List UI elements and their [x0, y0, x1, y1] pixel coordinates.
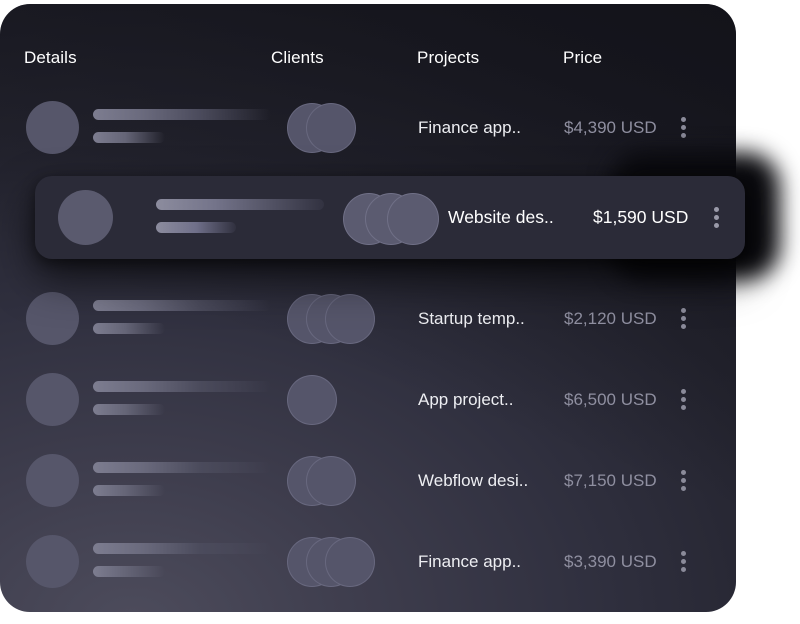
table-row[interactable]: Finance app.. $3,390 USD — [0, 521, 736, 602]
project-price: $4,390 USD — [564, 118, 657, 137]
skeleton-bar-secondary — [93, 485, 165, 496]
three-dots-vertical-icon[interactable] — [681, 470, 686, 491]
three-dots-vertical-icon[interactable] — [681, 308, 686, 329]
project-price: $3,390 USD — [564, 552, 657, 571]
table-row[interactable]: Webflow desi.. $7,150 USD — [0, 440, 736, 521]
skeleton-bar-primary — [93, 543, 271, 554]
column-header-clients[interactable]: Clients — [271, 48, 324, 67]
skeleton-bar-primary — [93, 300, 271, 311]
table-row[interactable]: Startup temp.. $2,120 USD — [0, 278, 736, 359]
client-avatar — [387, 193, 439, 245]
table-row-highlighted[interactable]: Website des.. $1,590 USD — [35, 176, 745, 259]
project-name: Webflow desi.. — [418, 471, 529, 490]
skeleton-bar-secondary — [93, 132, 165, 143]
table-header-row: Details Clients Projects Price — [0, 42, 736, 74]
details-placeholder — [93, 300, 353, 338]
project-price: $1,590 USD — [593, 207, 689, 227]
three-dots-vertical-icon[interactable] — [681, 551, 686, 572]
details-placeholder — [93, 543, 353, 581]
project-name: Finance app.. — [418, 552, 522, 571]
table-row[interactable]: Finance app.. $4,390 USD — [0, 87, 736, 168]
project-price: $7,150 USD — [564, 471, 657, 490]
column-header-price[interactable]: Price — [563, 48, 603, 67]
skeleton-bar-primary — [93, 109, 271, 120]
column-header-projects[interactable]: Projects — [417, 48, 480, 67]
column-header-details[interactable]: Details — [24, 48, 77, 67]
project-price: $2,120 USD — [564, 309, 657, 328]
avatar — [26, 373, 79, 426]
details-placeholder — [93, 462, 353, 500]
projects-table-card: Details Clients Projects Price Finance a… — [0, 4, 736, 612]
three-dots-vertical-icon[interactable] — [681, 117, 686, 138]
avatar — [26, 535, 79, 588]
client-avatar — [325, 294, 375, 344]
three-dots-vertical-icon[interactable] — [714, 207, 719, 228]
skeleton-bar-secondary — [93, 566, 165, 577]
details-placeholder — [156, 199, 416, 237]
skeleton-bar-primary — [93, 381, 271, 392]
table-row[interactable]: App project.. $6,500 USD — [0, 359, 736, 440]
skeleton-bar-primary — [156, 199, 324, 210]
client-avatar — [306, 456, 356, 506]
project-name: App project.. — [418, 390, 514, 409]
avatar — [26, 454, 79, 507]
avatar — [26, 292, 79, 345]
client-avatar — [306, 103, 356, 153]
project-name: Finance app.. — [418, 118, 522, 137]
project-name: Website des.. — [448, 207, 554, 227]
avatar — [26, 101, 79, 154]
client-avatar — [287, 375, 337, 425]
three-dots-vertical-icon[interactable] — [681, 389, 686, 410]
details-placeholder — [93, 381, 353, 419]
skeleton-bar-primary — [93, 462, 271, 473]
skeleton-bar-secondary — [93, 404, 165, 415]
project-name: Startup temp.. — [418, 309, 525, 328]
skeleton-bar-secondary — [156, 222, 236, 233]
avatar — [58, 190, 113, 245]
skeleton-bar-secondary — [93, 323, 165, 334]
details-placeholder — [93, 109, 353, 147]
project-price: $6,500 USD — [564, 390, 657, 409]
client-avatar — [325, 537, 375, 587]
